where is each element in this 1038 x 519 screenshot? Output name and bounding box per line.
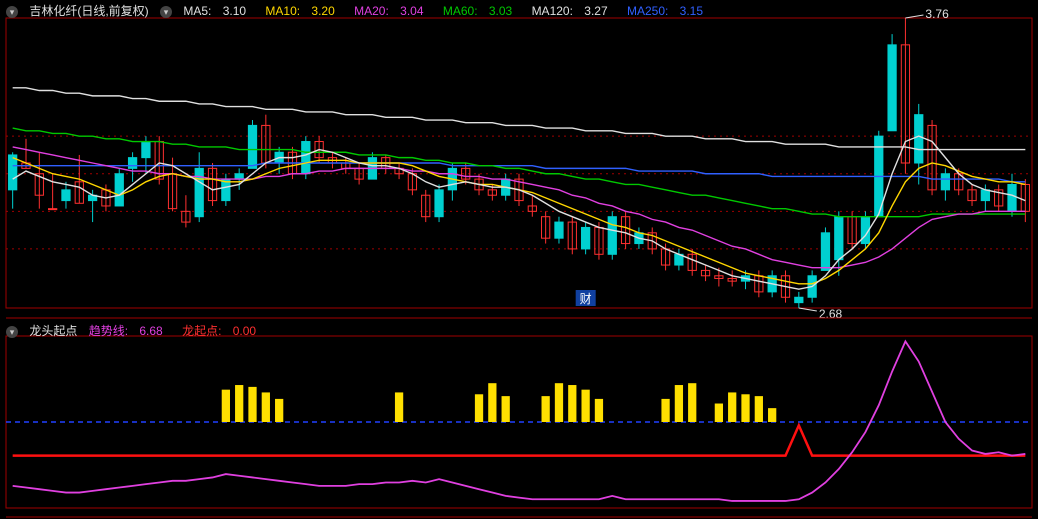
ma250-legend: MA250: 3.15 bbox=[627, 4, 711, 18]
chevron-down-icon[interactable]: ▾ bbox=[6, 326, 18, 338]
ma5-legend: MA5: 3.10 bbox=[183, 4, 254, 18]
svg-text:财: 财 bbox=[580, 292, 592, 306]
svg-text:3.76: 3.76 bbox=[925, 7, 949, 21]
start-point-legend: 龙起点: 0.00 bbox=[182, 324, 264, 338]
sub-chart-header: ▾ 龙头起点 趋势线: 6.68 龙起点: 0.00 bbox=[6, 322, 272, 339]
ma60-legend: MA60: 3.03 bbox=[443, 4, 520, 18]
chevron-down-icon[interactable]: ▾ bbox=[160, 6, 172, 18]
main-chart-header: ▾ 吉林化纤(日线,前复权) ▾ MA5: 3.10 MA10: 3.20 MA… bbox=[6, 2, 719, 19]
ma120-legend: MA120: 3.27 bbox=[532, 4, 616, 18]
svg-text:2.68: 2.68 bbox=[819, 307, 843, 321]
chevron-down-icon[interactable]: ▾ bbox=[6, 6, 18, 18]
indicator-title: 龙头起点 bbox=[29, 324, 77, 338]
stock-title: 吉林化纤(日线,前复权) bbox=[29, 4, 148, 18]
ma10-legend: MA10: 3.20 bbox=[265, 4, 342, 18]
stock-chart-container: ▾ 吉林化纤(日线,前复权) ▾ MA5: 3.10 MA10: 3.20 MA… bbox=[0, 0, 1038, 519]
ma20-legend: MA20: 3.04 bbox=[354, 4, 431, 18]
chart-svg[interactable]: 3.76 2.68 财 bbox=[0, 0, 1038, 519]
trend-line-legend: 趋势线: 6.68 bbox=[89, 324, 171, 338]
